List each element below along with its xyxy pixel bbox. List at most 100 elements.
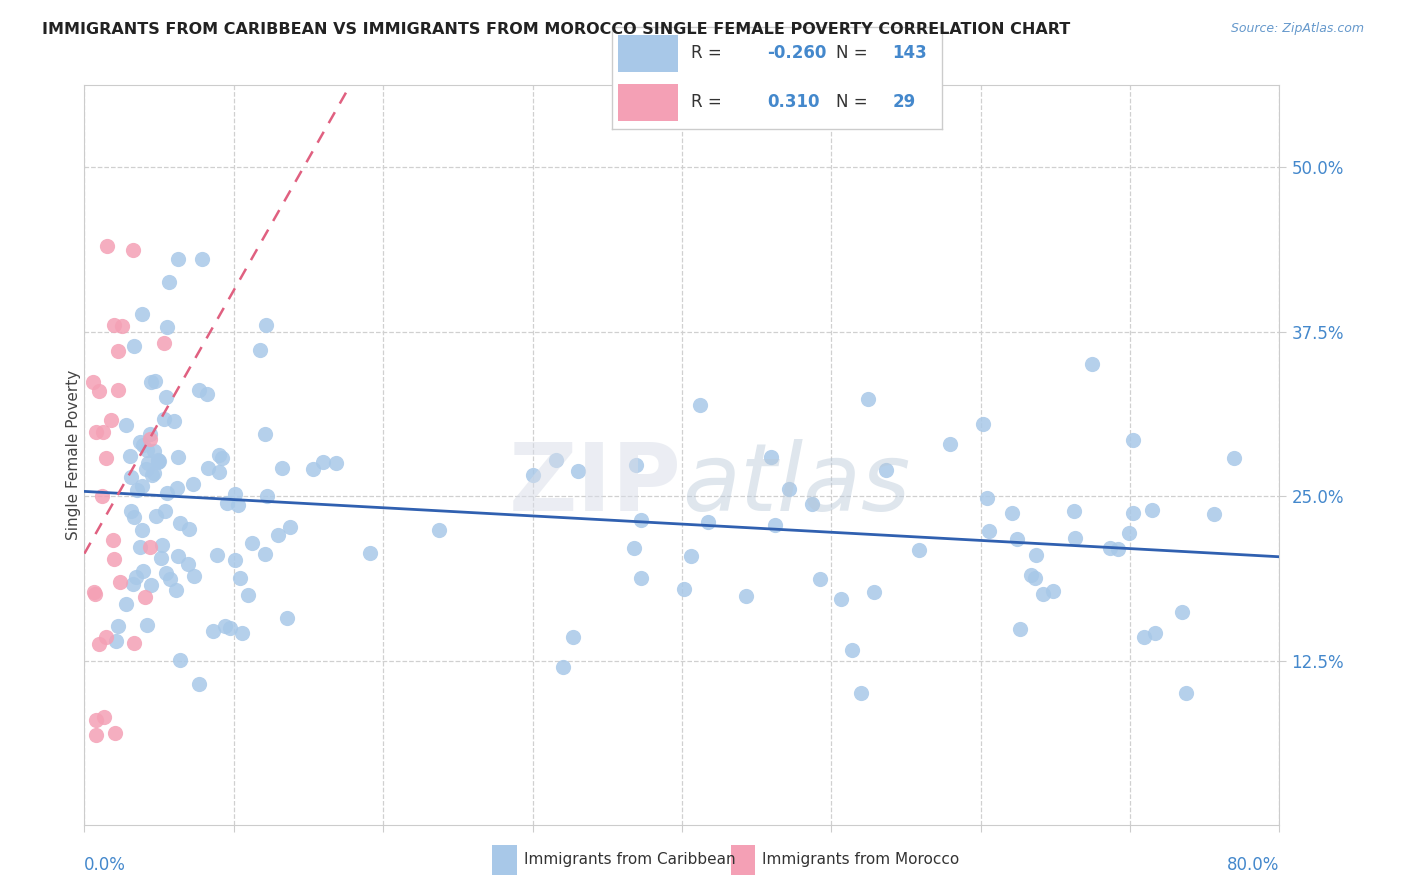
Point [1122,506,1144,520]
Point [249,343,271,357]
Point [163,414,186,428]
Point [139,540,162,554]
Bar [492,845,517,875]
Point [224,553,246,567]
Point [276,611,298,625]
Point [689,398,711,412]
Point [1133,630,1156,644]
Point [630,571,652,585]
Point [280,520,302,534]
Point [122,576,145,591]
Point [135,443,157,458]
Point [93,710,115,724]
Point [134,590,156,604]
Point [108,574,131,589]
Point [1143,626,1166,640]
Point [82,376,104,390]
Point [127,483,149,498]
Point [165,582,187,597]
Point [125,570,148,584]
Point [131,479,153,493]
Point [135,618,157,632]
Point [177,557,200,571]
Point [207,465,229,479]
Point [1107,541,1129,556]
Point [157,276,180,290]
Point [181,476,204,491]
Point [141,578,163,592]
Point [207,448,229,462]
Point [1032,587,1054,601]
Point [1223,450,1246,465]
Text: 0.0%: 0.0% [84,855,127,873]
Point [1005,532,1028,546]
Point [103,551,125,566]
Point [1099,541,1122,556]
Point [139,427,162,442]
Point [96,451,118,466]
Point [205,549,228,563]
Point [150,538,173,552]
Point [100,412,122,426]
Point [143,374,166,388]
Point [1171,605,1194,619]
Point [129,435,152,450]
Point [83,587,105,601]
Point [1140,503,1163,517]
Point [91,425,114,440]
Point [118,449,141,463]
Point [623,541,645,556]
Point [312,455,335,469]
Point [90,490,112,504]
Point [132,564,155,578]
Text: atlas: atlas [682,439,910,530]
Point [808,572,831,586]
Point [849,686,872,700]
Point [236,588,259,602]
Point [561,630,583,644]
Point [301,462,323,476]
Point [124,509,146,524]
Point [856,392,879,407]
Point [522,468,544,483]
Point [114,597,136,611]
Point [111,318,134,333]
Point [215,496,238,510]
Text: R =: R = [690,93,721,112]
Point [240,535,263,549]
Point [1001,506,1024,520]
Point [156,320,179,334]
Point [96,631,118,645]
Point [841,643,863,657]
Point [188,383,211,397]
Point [131,307,153,321]
Point [153,503,176,517]
Point [1025,548,1047,562]
Point [153,335,176,350]
Point [84,425,107,440]
Point [1118,525,1140,540]
Point [228,571,250,585]
Point [96,239,118,253]
Point [197,387,219,401]
Point [972,417,994,432]
Point [696,515,718,529]
Point [1175,686,1198,700]
Point [188,677,211,691]
Point [107,383,129,397]
Text: Immigrants from Morocco: Immigrants from Morocco [762,853,959,867]
Point [630,513,652,527]
Point [122,339,145,353]
Text: IMMIGRANTS FROM CARIBBEAN VS IMMIGRANTS FROM MOROCCO SINGLE FEMALE POVERTY CORRE: IMMIGRANTS FROM CARIBBEAN VS IMMIGRANTS … [42,22,1070,37]
Point [169,653,191,667]
Point [224,486,246,500]
Point [115,418,138,433]
Point [159,572,181,586]
Point [177,523,200,537]
Point [1202,507,1225,521]
Bar [619,84,678,121]
Point [101,533,124,548]
Point [166,252,188,267]
Point [1024,571,1046,585]
Point [143,443,166,458]
